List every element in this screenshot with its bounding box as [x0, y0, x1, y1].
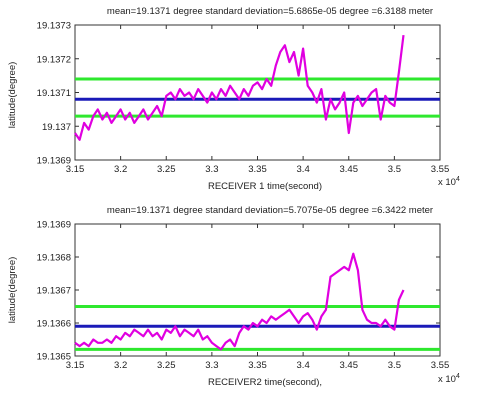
- y-axis-label-1: latitude(degree): [7, 62, 18, 129]
- panel-receiver-2: mean=19.1371 degree standard deviation=5…: [7, 205, 460, 388]
- y-ticks-1: 19.1369 19.137 19.1371 19.1372 19.1373: [37, 21, 440, 167]
- x-tick-label: 3.3: [205, 360, 218, 371]
- x-ticks-2: 3.15 3.2 3.25 3.3 3.35 3.4 3.45 3.5 3.55: [66, 224, 450, 371]
- std-band-group-2: [75, 305, 440, 351]
- y-tick-label: 19.1369: [37, 156, 71, 167]
- x-axis-label-2: RECEIVER2 time(second),: [208, 377, 322, 388]
- y-tick-label: 19.1367: [37, 286, 71, 297]
- y-tick-label: 19.137: [42, 122, 71, 133]
- y-tick-label: 19.1371: [37, 88, 71, 99]
- series-line-2-1: [74, 252, 405, 351]
- plot-area-2: [74, 223, 441, 357]
- panel-receiver-1: mean=19.1371 degree standard deviation=5…: [7, 6, 460, 192]
- chart-title-2: mean=19.1371 degree standard deviation=5…: [107, 205, 433, 216]
- x-tick-label: 3.25: [157, 164, 176, 175]
- x-tick-label: 3.55: [431, 360, 450, 371]
- chart-title-1: mean=19.1371 degree standard deviation=5…: [107, 6, 433, 17]
- x-tick-label: 3.5: [388, 164, 401, 175]
- x-tick-label: 3.3: [205, 164, 218, 175]
- y-ticks-2: 19.1365 19.1366 19.1367 19.1368 19.1369: [37, 220, 440, 363]
- x-tick-label: 3.35: [248, 360, 267, 371]
- x-tick-label: 3.15: [66, 164, 85, 175]
- y-tick-label: 19.1366: [37, 319, 71, 330]
- plot-area-1: [74, 24, 441, 161]
- x-tick-label: 3.15: [66, 360, 85, 371]
- x-exponent-2: x 104: [438, 373, 460, 385]
- x-tick-label: 3.25: [157, 360, 176, 371]
- x-tick-label: 3.45: [340, 360, 359, 371]
- x-tick-label: 3.2: [114, 164, 127, 175]
- x-tick-label: 3.35: [248, 164, 267, 175]
- y-tick-label: 19.1373: [37, 21, 71, 32]
- x-exponent-1: x 104: [438, 176, 460, 188]
- y-tick-label: 19.1372: [37, 54, 71, 65]
- x-ticks-1: 3.15 3.2 3.25 3.3 3.35 3.4 3.45 3.5 3.55: [66, 25, 450, 175]
- y-tick-label: 19.1369: [37, 220, 71, 231]
- y-axis-label-2: latitude(degree): [7, 257, 18, 324]
- x-tick-label: 3.4: [297, 164, 310, 175]
- series-line-1-1: [74, 34, 405, 141]
- series-group-1: [74, 34, 405, 141]
- x-tick-label: 3.5: [388, 360, 401, 371]
- y-tick-label: 19.1368: [37, 253, 71, 264]
- x-tick-label: 3.4: [297, 360, 310, 371]
- y-tick-label: 19.1365: [37, 352, 71, 363]
- x-axis-label-1: RECEIVER 1 time(second): [208, 181, 322, 192]
- x-tick-label: 3.45: [340, 164, 359, 175]
- x-tick-label: 3.2: [114, 360, 127, 371]
- series-group-2: [74, 252, 405, 351]
- x-tick-label: 3.55: [431, 164, 450, 175]
